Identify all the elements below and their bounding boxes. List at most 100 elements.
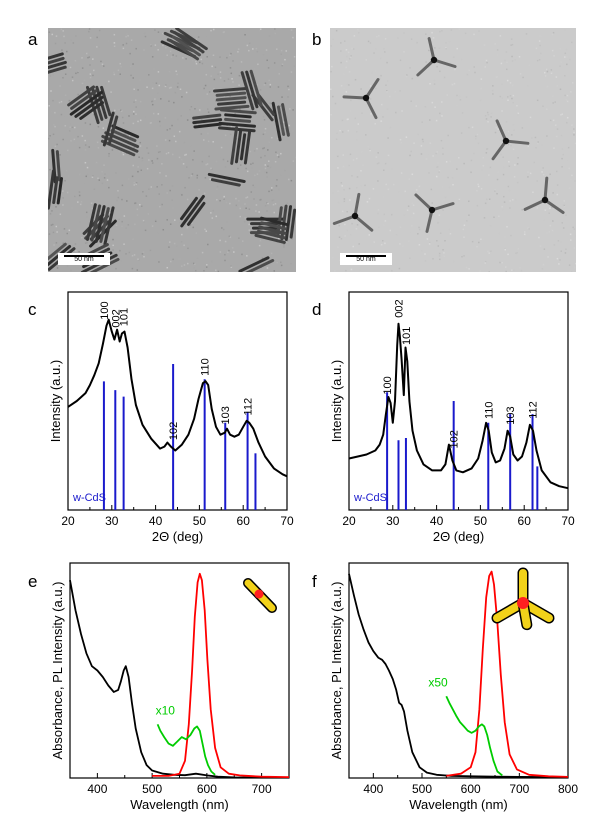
peak-label: 002 <box>393 299 405 317</box>
peak-label: 102 <box>449 430 461 448</box>
panel-label-f: f <box>312 572 317 591</box>
nanorod <box>289 208 296 239</box>
peak-label: 110 <box>483 401 495 419</box>
x-tick-label: 50 <box>474 514 488 528</box>
nanorod <box>70 89 98 110</box>
series-line-0 <box>67 318 288 478</box>
nanorod <box>94 205 106 243</box>
peak-label: 100 <box>99 301 111 319</box>
x-tick-label: 70 <box>561 514 575 528</box>
x-axis-label: Wavelength (nm) <box>130 797 229 812</box>
nanorod <box>89 257 120 272</box>
y-axis-label: Intensity (a.u.) <box>48 360 63 442</box>
nanorod <box>69 90 103 116</box>
plot-frame <box>348 291 569 511</box>
series-line-1 <box>446 570 569 778</box>
peak-label: 101 <box>119 308 131 326</box>
nanorod <box>284 205 293 241</box>
nanorod <box>111 124 140 139</box>
nanorod <box>243 130 252 165</box>
panel-label-b: b <box>312 30 322 49</box>
scale-annotation: x50 <box>428 675 448 689</box>
nanorod <box>107 115 119 146</box>
nanorod <box>179 196 198 221</box>
nanorod <box>52 176 59 205</box>
reference-label: w-CdS <box>353 492 387 504</box>
tetrapod <box>342 78 380 120</box>
tetrapod <box>491 119 530 161</box>
nanorod <box>224 113 252 119</box>
nanorod <box>186 201 206 226</box>
x-tick-label: 20 <box>342 514 356 528</box>
nanorod <box>217 100 247 106</box>
nanorod <box>193 122 223 129</box>
nanorod <box>173 31 205 54</box>
nanorod <box>74 95 104 118</box>
tem-image-tetrapods: 50 nm <box>330 28 576 272</box>
nanorod <box>207 172 246 183</box>
x-tick-label: 60 <box>518 514 532 528</box>
tetrapod <box>332 192 374 232</box>
nanorod <box>48 169 55 210</box>
nanorod <box>192 113 222 120</box>
nanorod <box>48 60 67 70</box>
chart-d: 20 30 40 50 60 70 2Θ (deg) Intensity (a.u.) w-Cd… <box>329 291 575 544</box>
nanorod <box>51 148 57 184</box>
peak-label: 112 <box>528 401 540 419</box>
panel-label-a: a <box>28 30 38 49</box>
nanorod <box>281 103 290 137</box>
nanorod <box>101 134 139 153</box>
peak-label: 103 <box>505 406 517 424</box>
nanorod <box>100 139 136 157</box>
x-axis-label: 2Θ (deg) <box>152 529 203 544</box>
x-tick-label: 600 <box>461 782 481 796</box>
peak-label: 110 <box>200 358 212 376</box>
nanorod <box>168 38 199 61</box>
nanorod <box>215 91 247 97</box>
nanorod <box>257 93 276 116</box>
nanorod <box>48 52 64 60</box>
peak-label: 100 <box>382 376 394 394</box>
x-tick-label: 40 <box>149 514 163 528</box>
series-line-2 <box>156 723 216 776</box>
nanorod <box>254 233 286 244</box>
x-tick-label: 400 <box>87 782 107 796</box>
tetrapod <box>523 176 565 215</box>
nanorod <box>48 65 67 74</box>
nanorod <box>260 216 290 227</box>
nanorod-schematic-icon <box>243 578 277 613</box>
x-tick-label: 50 <box>193 514 207 528</box>
nanorod <box>79 101 105 120</box>
nanorod <box>240 71 255 111</box>
peak-label: 103 <box>220 406 232 424</box>
nanorod <box>210 178 241 187</box>
nanorod <box>90 204 102 242</box>
nanorod <box>192 118 223 125</box>
y-axis-label: Intensity (a.u.) <box>329 360 344 442</box>
series-line-1 <box>152 572 290 778</box>
plot-frame <box>348 562 569 779</box>
nanorod <box>102 111 115 147</box>
series-line-2 <box>445 695 503 777</box>
series-line-0 <box>348 322 569 490</box>
y-axis-label: Absorbance, PL Intensity (a.u.) <box>50 581 65 759</box>
reference-label: w-CdS <box>72 492 106 504</box>
nanorod <box>218 121 256 128</box>
x-tick-label: 800 <box>558 782 578 796</box>
x-tick-label: 70 <box>280 514 294 528</box>
x-tick-label: 20 <box>61 514 75 528</box>
scale-annotation: x10 <box>156 703 176 717</box>
peak-label: 101 <box>401 327 413 345</box>
x-axis-label: 2Θ (deg) <box>433 529 484 544</box>
tetrapod <box>414 193 455 233</box>
panel-label-c: c <box>28 300 37 319</box>
y-axis-label: Absorbance, PL Intensity (a.u.) <box>329 581 344 759</box>
nanorod <box>56 177 63 205</box>
x-axis-label: Wavelength (nm) <box>409 797 508 812</box>
nanorod <box>230 126 239 165</box>
x-tick-label: 40 <box>430 514 444 528</box>
panel-label-e: e <box>28 572 38 591</box>
nanorod <box>110 129 137 143</box>
nanorod <box>213 86 248 93</box>
